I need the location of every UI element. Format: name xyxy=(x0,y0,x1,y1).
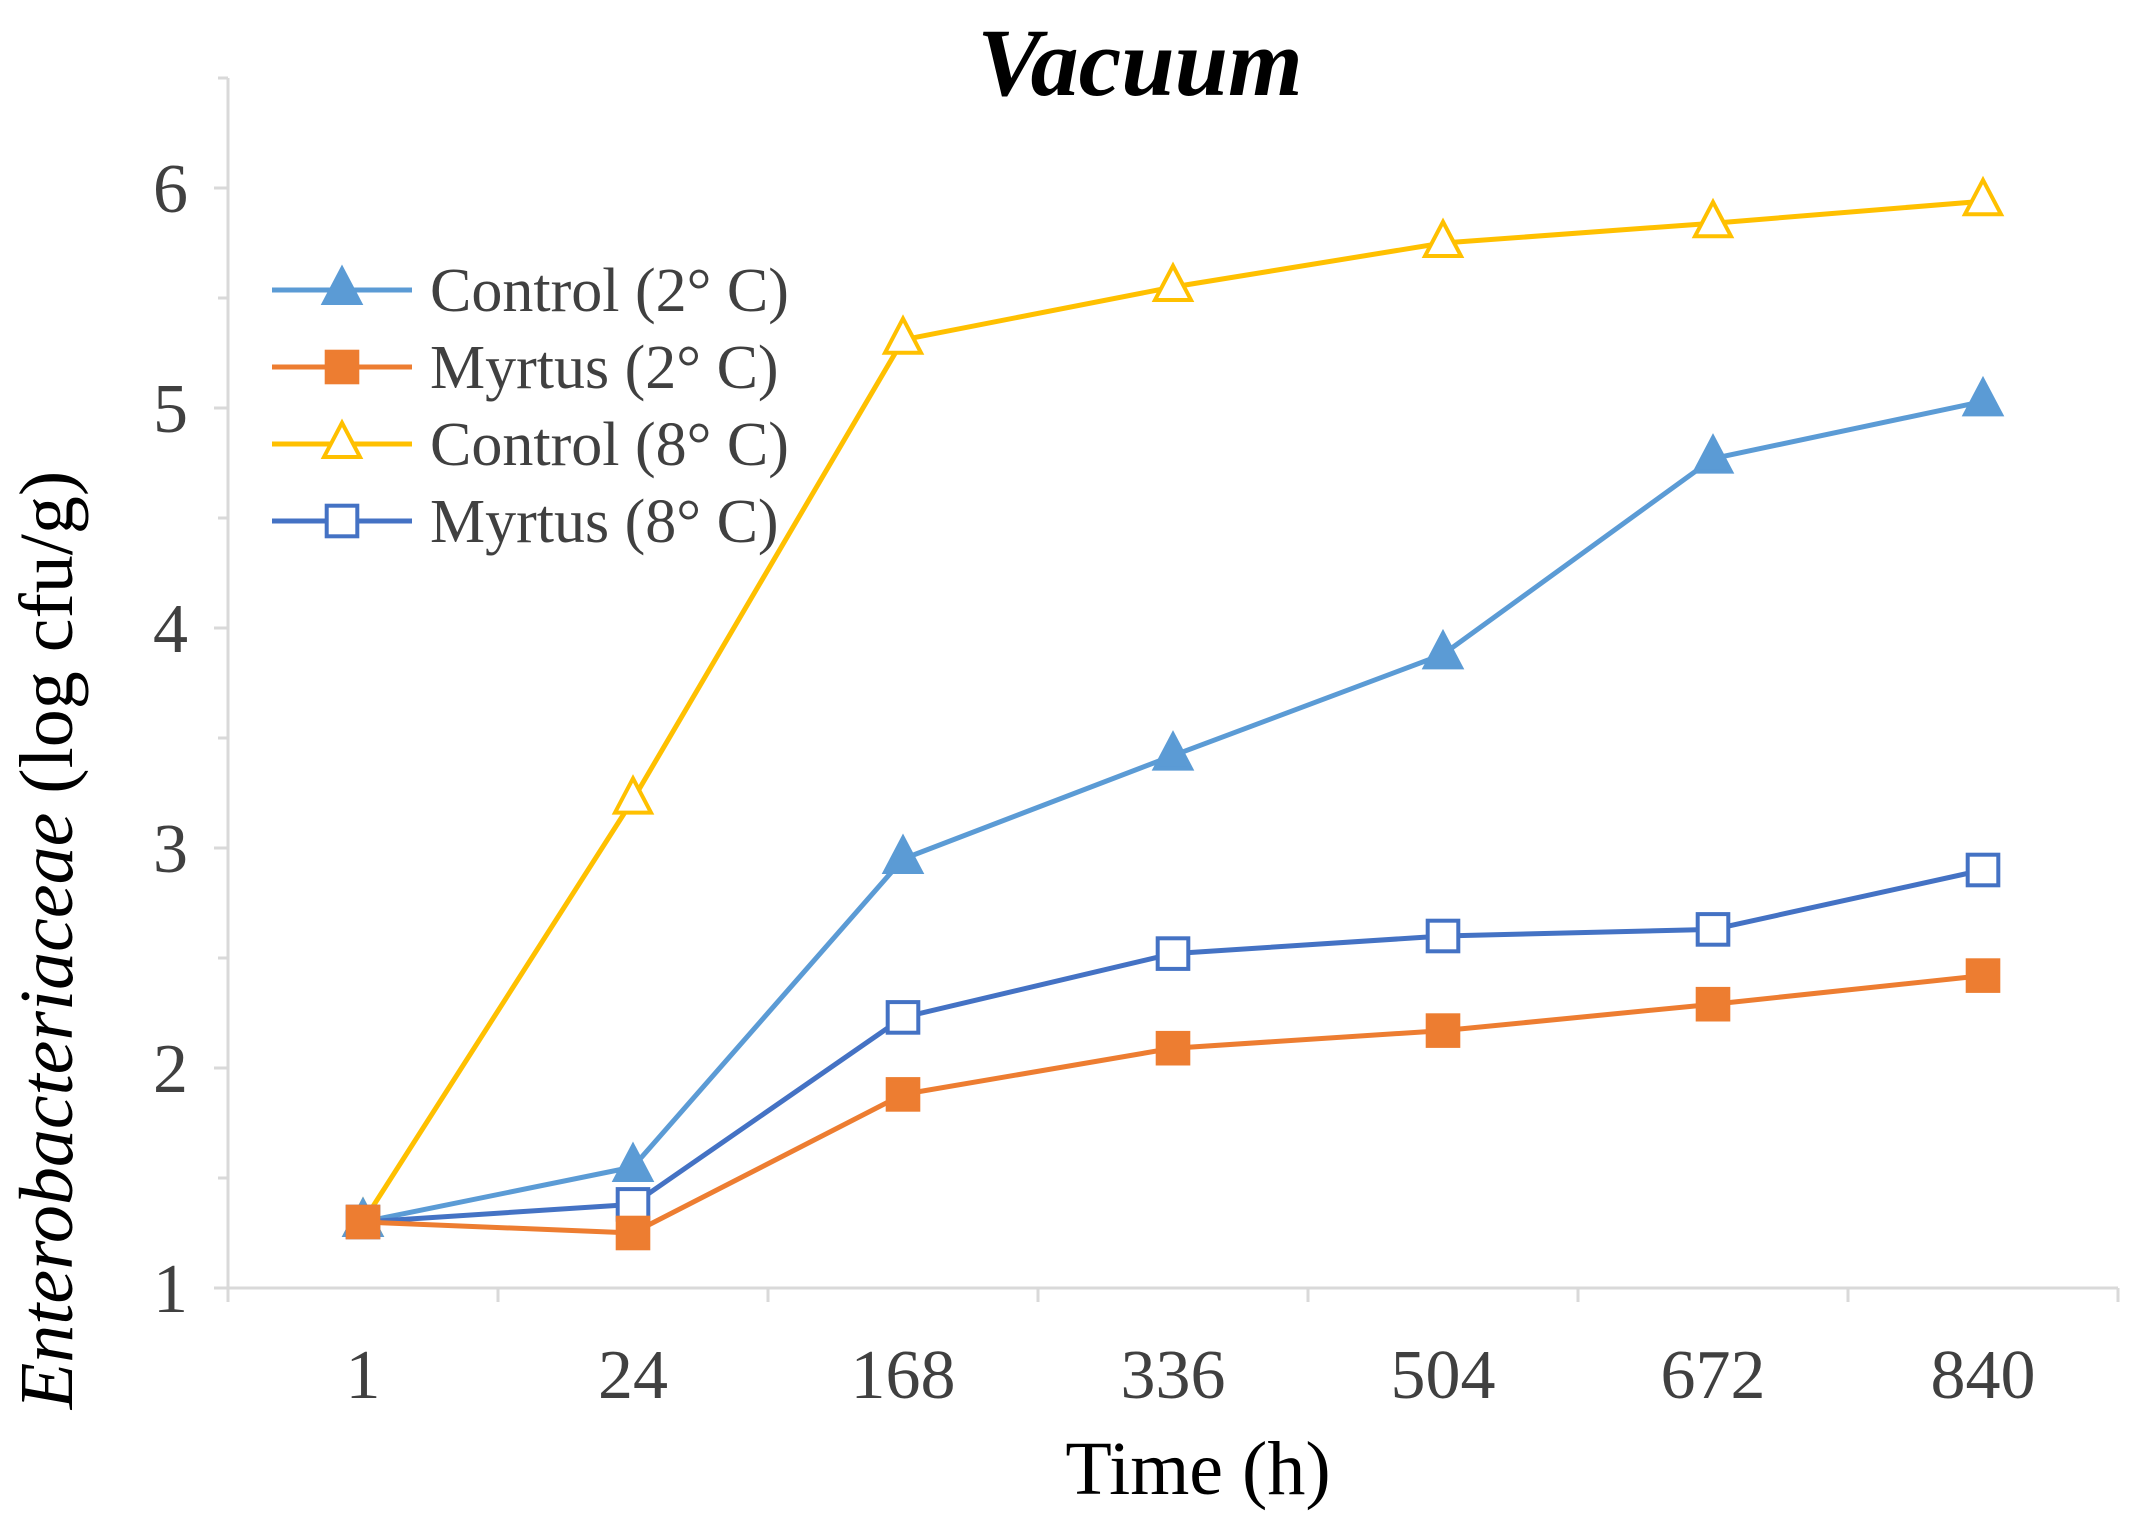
y-axis-title-rest: (log cfu/g) xyxy=(5,471,89,813)
data-point-control-2-c xyxy=(611,1141,655,1182)
legend-marker xyxy=(324,349,360,385)
x-tick-label: 1 xyxy=(346,1337,381,1414)
axes: 1 2 3 4 5 6 1 24 168 336 504 672 840 xyxy=(153,76,2120,1414)
legend-label: Control (2° C) xyxy=(430,257,789,325)
x-tick-label: 504 xyxy=(1391,1337,1496,1414)
chart-title: Vacuum xyxy=(977,9,1302,116)
y-tick-label: 4 xyxy=(153,591,188,668)
data-point-myrtus-2-c xyxy=(1965,958,2001,993)
x-tick-label: 168 xyxy=(851,1337,956,1414)
legend-marker xyxy=(320,264,364,305)
legend-entry-myrtus-2-c: Myrtus (2° C) xyxy=(272,334,779,402)
data-point-myrtus-8-c xyxy=(615,1187,651,1222)
series-layer xyxy=(341,175,2005,1251)
y-tick-label: 3 xyxy=(153,811,188,888)
data-point-control-8-c xyxy=(611,774,655,815)
data-point-control-2-c xyxy=(1421,628,1465,670)
x-tick-label: 840 xyxy=(1931,1337,2036,1414)
data-point-myrtus-2-c xyxy=(345,1204,381,1240)
data-point-myrtus-8-c xyxy=(1965,852,2001,888)
legend-entry-myrtus-8-c: Myrtus (8° C) xyxy=(272,488,779,556)
data-point-myrtus-2-c xyxy=(1425,1013,1461,1048)
x-axis-title: Time (h) xyxy=(1065,1427,1330,1511)
data-point-myrtus-2-c xyxy=(1155,1030,1191,1066)
data-point-myrtus-8-c xyxy=(885,1000,921,1035)
x-tick-label: 24 xyxy=(598,1337,668,1414)
legend-entry-control-8-c: Control (8° C) xyxy=(272,411,789,479)
legend-label: Control (8° C) xyxy=(430,411,789,479)
data-point-myrtus-8-c xyxy=(1425,918,1461,954)
data-point-myrtus-2-c xyxy=(615,1215,651,1251)
data-point-control-8-c xyxy=(1421,217,1465,258)
x-tick-label: 672 xyxy=(1661,1337,1766,1414)
data-point-myrtus-8-c xyxy=(1695,912,1731,947)
data-point-control-2-c xyxy=(1961,375,2005,417)
x-tick-label: 336 xyxy=(1121,1337,1226,1414)
data-point-control-8-c xyxy=(1691,197,1735,239)
y-tick-label: 5 xyxy=(153,371,188,448)
y-tick-label: 6 xyxy=(153,151,188,228)
series-myrtus-2-c xyxy=(345,958,2001,1251)
legend-marker xyxy=(320,418,364,459)
y-axis-title-italic: Enterobacteriaceae xyxy=(5,813,89,1411)
data-point-control-8-c xyxy=(1151,261,1195,302)
legend-label: Myrtus (8° C) xyxy=(430,488,779,556)
series-control-2-c xyxy=(341,375,2005,1237)
data-point-control-8-c xyxy=(881,314,925,355)
data-point-control-2-c xyxy=(881,833,925,874)
data-point-myrtus-8-c xyxy=(1155,936,1191,971)
legend: Control (2° C) Myrtus (2° C) Control (8° C… xyxy=(272,257,789,556)
series-line-myrtus-2-c xyxy=(362,973,1984,1236)
data-point-control-8-c xyxy=(1961,175,2005,217)
data-point-control-2-c xyxy=(1151,730,1195,771)
y-tick-label: 2 xyxy=(153,1031,188,1108)
data-point-myrtus-2-c xyxy=(1695,986,1731,1022)
legend-marker xyxy=(324,503,360,539)
y-tick-label: 1 xyxy=(153,1251,188,1328)
legend-entry-control-2-c: Control (2° C) xyxy=(272,257,789,325)
data-point-myrtus-2-c xyxy=(885,1077,921,1112)
legend-label: Myrtus (2° C) xyxy=(430,334,779,402)
series-control-8-c xyxy=(341,175,2005,1237)
y-axis-title: Enterobacteriaceae (log cfu/g) xyxy=(5,471,89,1410)
data-point-control-2-c xyxy=(1691,433,1735,474)
